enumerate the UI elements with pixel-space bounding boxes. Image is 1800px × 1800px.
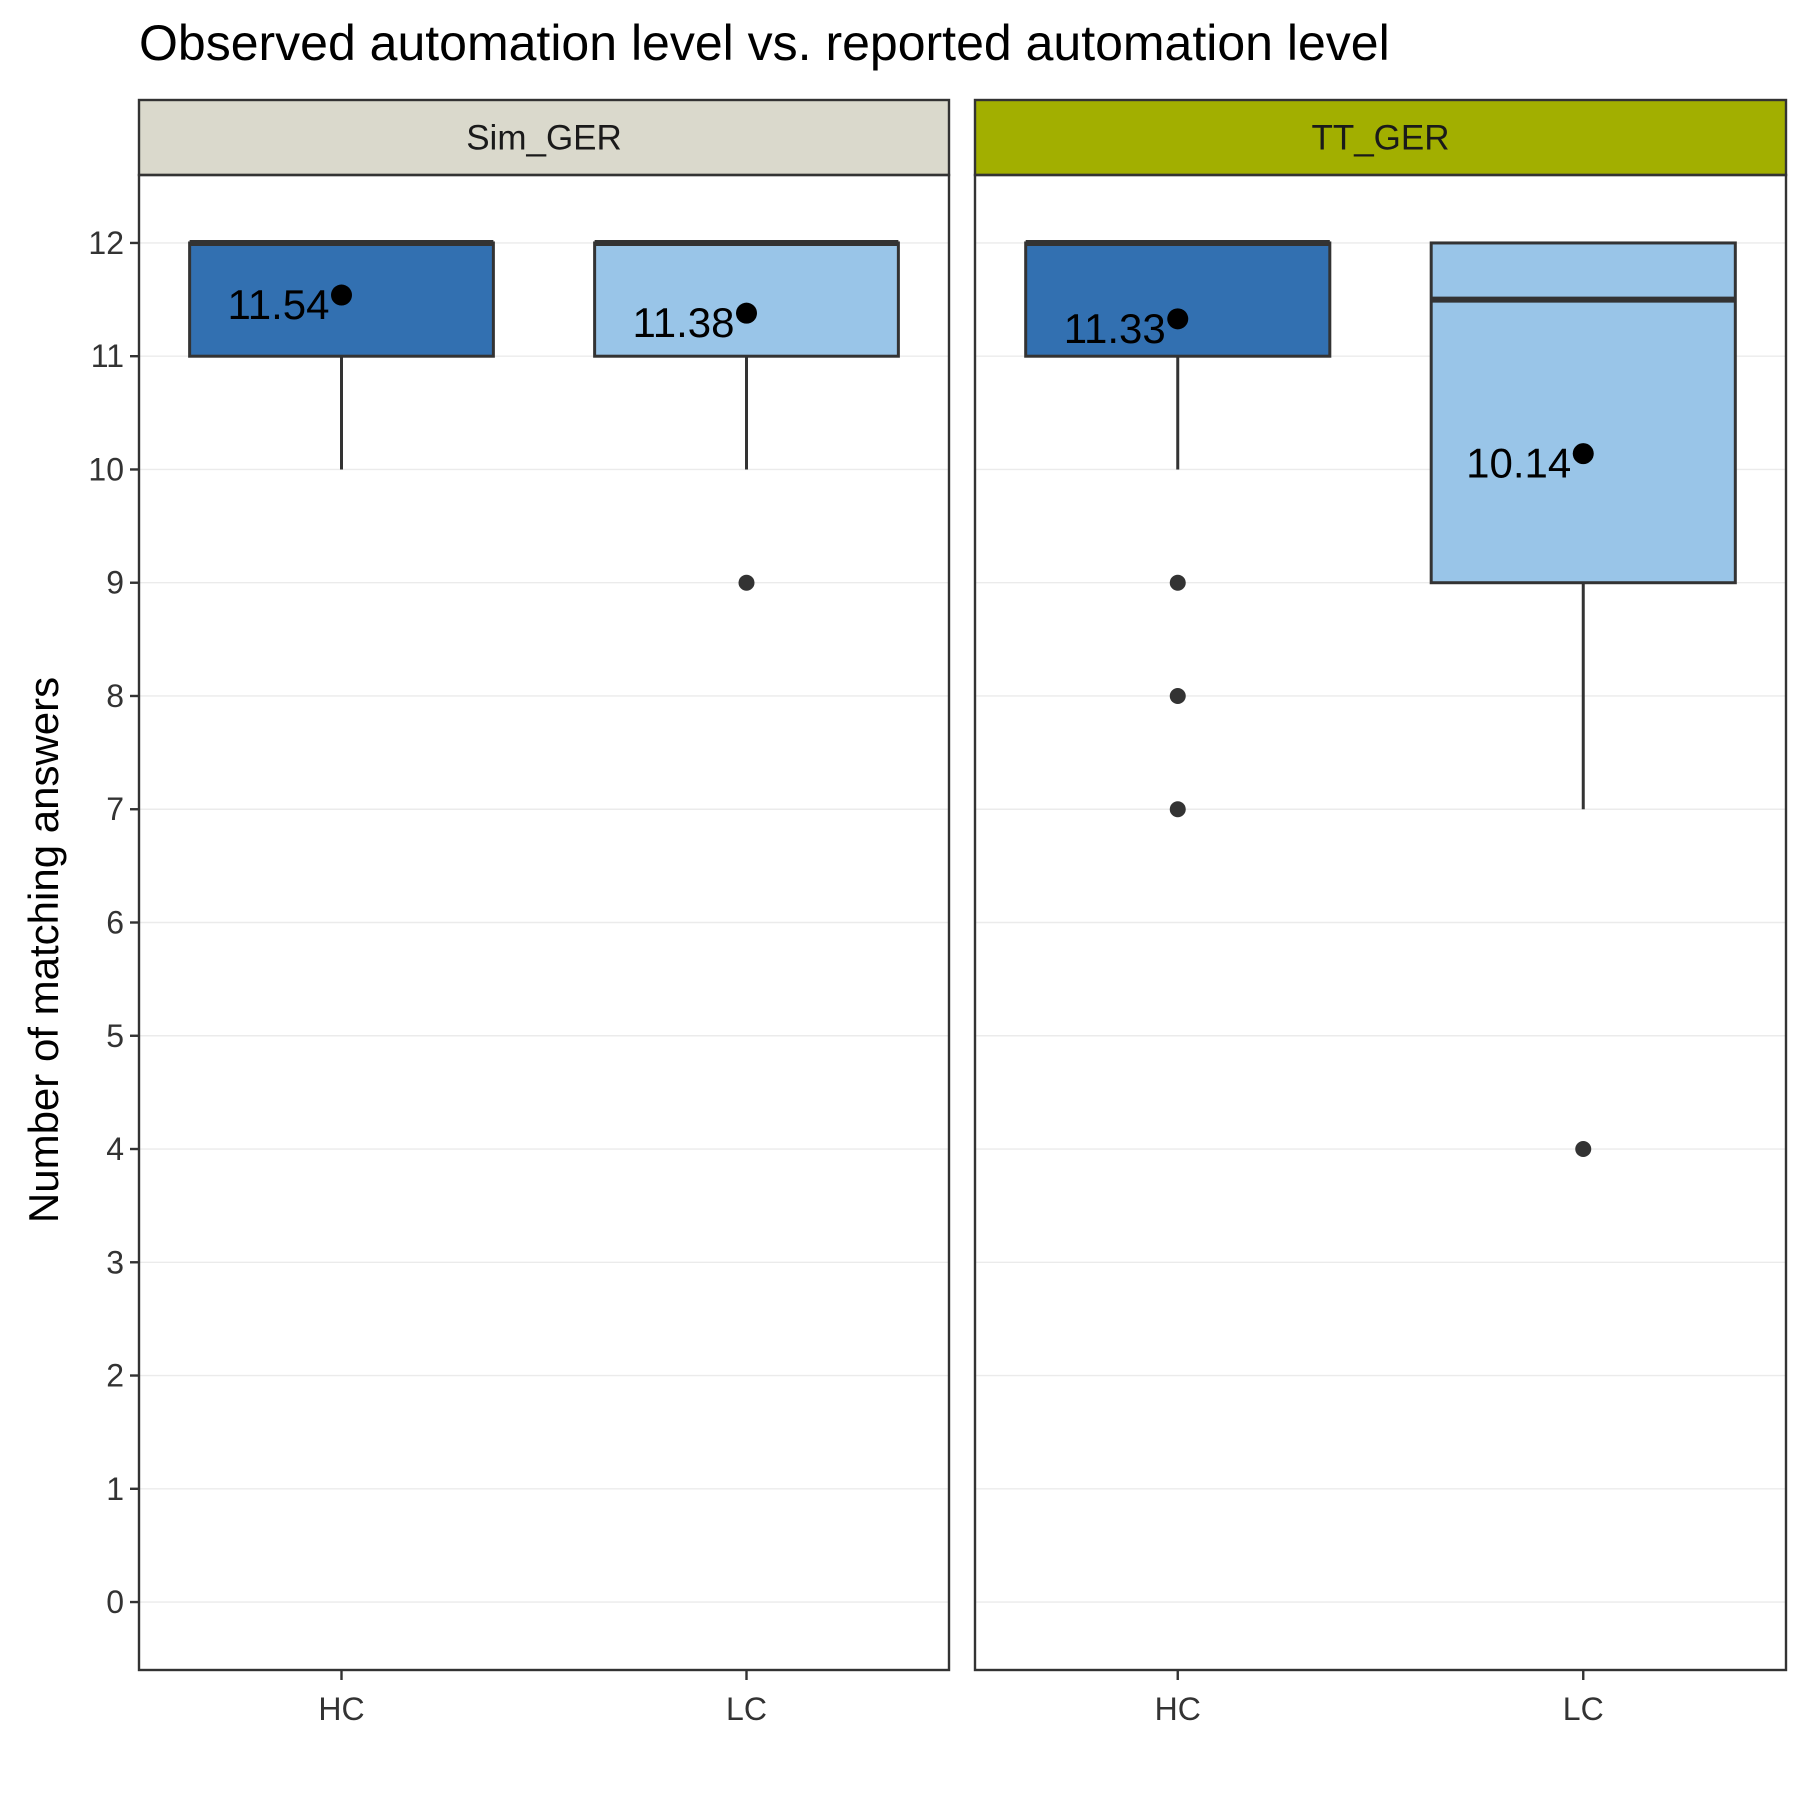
mean-label: 11.54	[228, 281, 330, 328]
y-tick-label: 8	[106, 678, 124, 714]
box-body	[593, 241, 900, 358]
box-hc: 11.54	[188, 239, 495, 470]
y-tick-label: 0	[106, 1584, 124, 1620]
x-tick-label: LC	[726, 1691, 767, 1727]
mean-label: 11.33	[1064, 305, 1166, 352]
mean-point	[736, 302, 757, 324]
panel-border	[137, 173, 951, 1672]
outlier-point	[1169, 687, 1186, 704]
facet-strip	[137, 98, 951, 177]
mean-point	[1167, 308, 1189, 330]
panel-border	[973, 173, 1788, 1672]
box-hc: 11.33	[1024, 239, 1332, 818]
box-body	[1429, 241, 1737, 585]
facet-strip-label: Sim_GER	[466, 119, 622, 158]
y-tick-label: 11	[91, 338, 124, 374]
y-tick-label: 2	[106, 1358, 124, 1394]
x-tick-label: HC	[318, 1691, 364, 1727]
outlier-point	[738, 574, 755, 591]
facet-strip-label: TT_GER	[1311, 119, 1449, 158]
panels-layer: 0123456789101112Sim_GER11.54HC11.38LCTT_…	[88, 98, 1788, 1727]
box-body	[1024, 241, 1332, 358]
outlier-point	[1575, 1141, 1592, 1158]
y-tick-label: 1	[106, 1471, 124, 1507]
mean-label: 11.38	[633, 299, 735, 346]
y-tick-label: 5	[106, 1018, 124, 1054]
y-tick-label: 10	[88, 451, 124, 487]
y-tick-label: 6	[106, 905, 124, 941]
y-tick-label: 3	[106, 1244, 124, 1280]
x-tick-label: LC	[1563, 1691, 1604, 1727]
x-tick-label: HC	[1155, 1691, 1201, 1727]
facet-panel: Sim_GER 11.54 HC 11.38 LC	[137, 98, 951, 1727]
chart-title: Observed automation level vs. reported a…	[139, 15, 1390, 71]
y-tick-label: 9	[106, 565, 124, 601]
y-tick-label: 4	[106, 1131, 124, 1167]
y-tick-label: 7	[106, 791, 124, 827]
outlier-point	[1169, 801, 1186, 818]
outlier-point	[1169, 574, 1186, 591]
box-lc: 11.38	[593, 239, 900, 591]
mean-point	[331, 284, 352, 306]
y-tick-label: 12	[88, 225, 124, 261]
facet-panel: TT_GER 11.33 HC 10.14 LC	[973, 98, 1788, 1727]
y-axis-label: Number of matching answers	[20, 677, 67, 1223]
box-lc: 10.14	[1429, 241, 1737, 1158]
mean-point	[1572, 443, 1594, 465]
mean-label: 10.14	[1466, 440, 1571, 487]
